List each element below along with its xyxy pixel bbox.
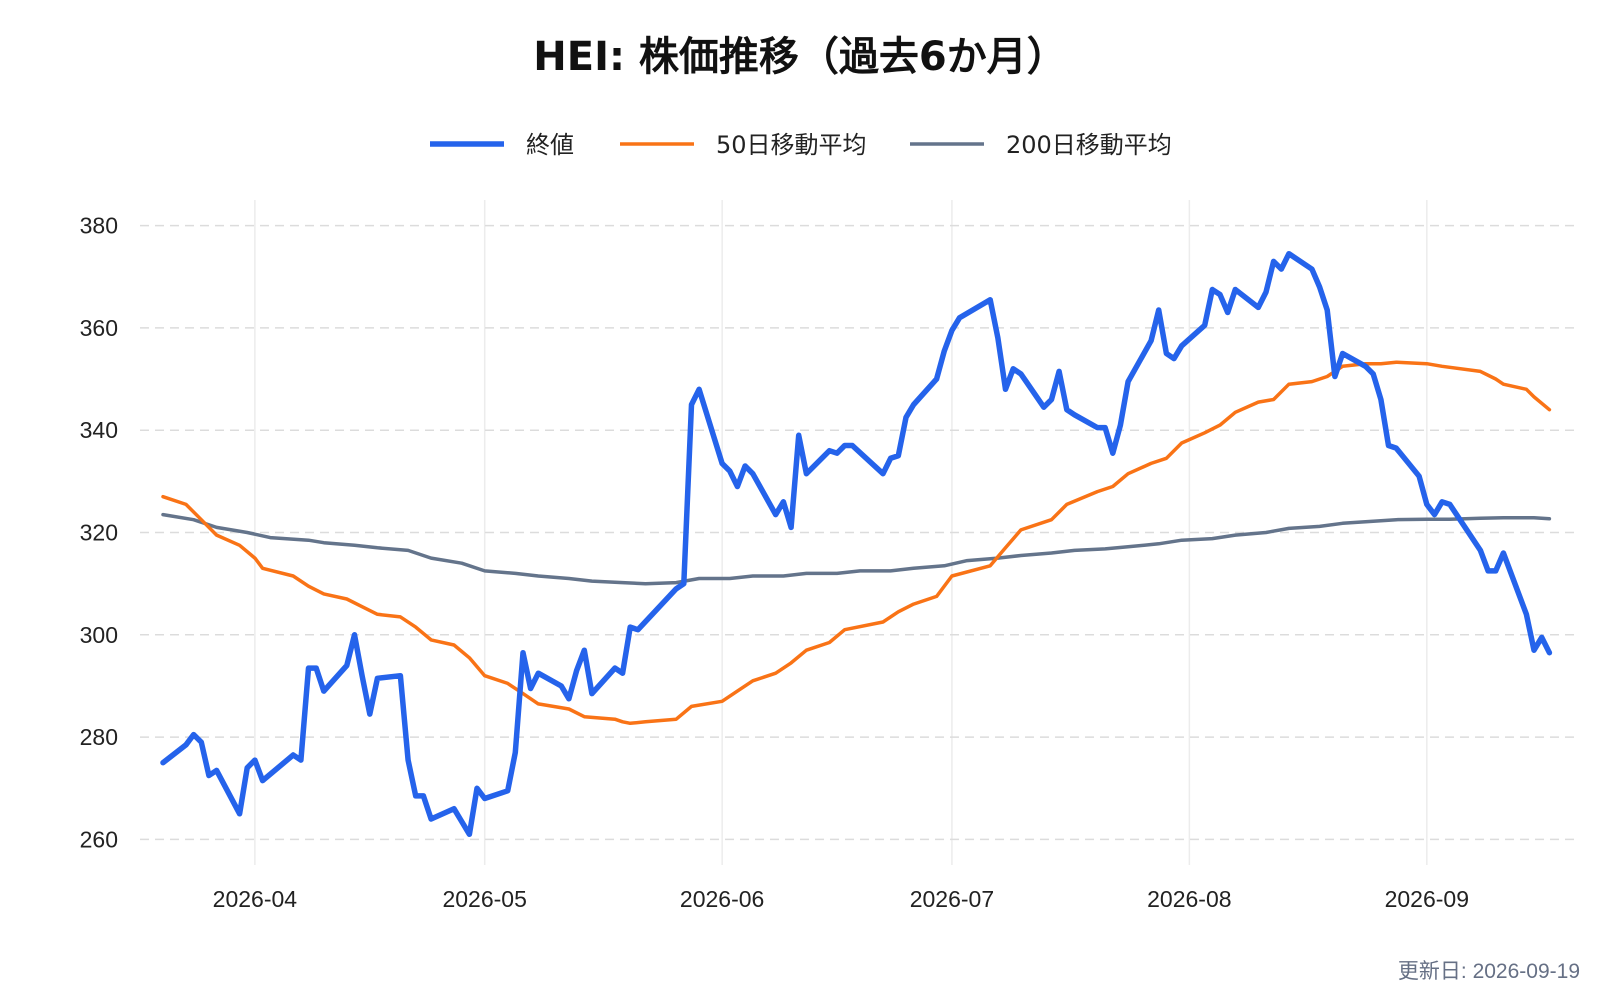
x-axis: 2026-04 2026-05 2026-06 2026-07 2026-08 2026-… xyxy=(213,886,1469,912)
x-tick-label: 2026-06 xyxy=(680,886,764,912)
y-tick-label: 300 xyxy=(80,622,118,648)
y-axis: 260 280 300 320 340 360 380 xyxy=(80,213,118,853)
x-tick-label: 2026-07 xyxy=(910,886,994,912)
legend-label: 200日移動平均 xyxy=(1006,131,1172,159)
updated-date: 更新日: 2026-09-19 xyxy=(1398,960,1580,983)
y-tick-label: 360 xyxy=(80,315,118,341)
x-tick-label: 2026-05 xyxy=(442,886,526,912)
y-tick-label: 380 xyxy=(80,213,118,239)
chart-title: HEI: 株価推移（過去6か月） xyxy=(533,34,1066,80)
y-tick-label: 260 xyxy=(80,826,118,852)
y-tick-label: 340 xyxy=(80,417,118,443)
series-layer xyxy=(160,250,1553,838)
series-line-3 xyxy=(161,512,1552,586)
legend-label: 終値 xyxy=(526,131,574,159)
x-tick-label: 2026-04 xyxy=(213,886,298,912)
grid xyxy=(140,200,1580,865)
legend: 終値 50日移動平均 200日移動平均 xyxy=(430,131,1172,159)
y-tick-label: 280 xyxy=(80,724,118,750)
x-tick-label: 2026-08 xyxy=(1147,886,1231,912)
y-tick-label: 320 xyxy=(80,520,118,546)
x-tick-label: 2026-09 xyxy=(1385,886,1469,912)
series-line-1 xyxy=(160,250,1553,838)
series-line-2 xyxy=(161,360,1552,726)
legend-label: 50日移動平均 xyxy=(716,131,867,159)
